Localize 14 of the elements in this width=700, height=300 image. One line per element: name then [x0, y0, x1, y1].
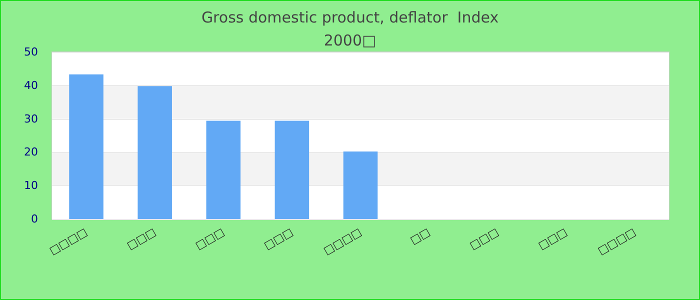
- y-tick-label: 20: [24, 146, 38, 159]
- bar: [138, 86, 172, 219]
- y-tick-label: 40: [24, 78, 38, 92]
- chart-title: Gross domestic product, deflator Index: [201, 8, 499, 26]
- y-tick-label: 10: [24, 179, 38, 192]
- y-tick-label: 0: [31, 212, 38, 226]
- bar: [206, 120, 241, 219]
- chart-subtitle: 2000□: [324, 32, 376, 50]
- x-tick-label: □□: [408, 225, 432, 248]
- y-tick-label: 30: [24, 112, 38, 126]
- y-tick-label: 50: [24, 46, 38, 58]
- bar: [69, 74, 104, 219]
- bar: [343, 152, 378, 219]
- bar: [274, 120, 310, 219]
